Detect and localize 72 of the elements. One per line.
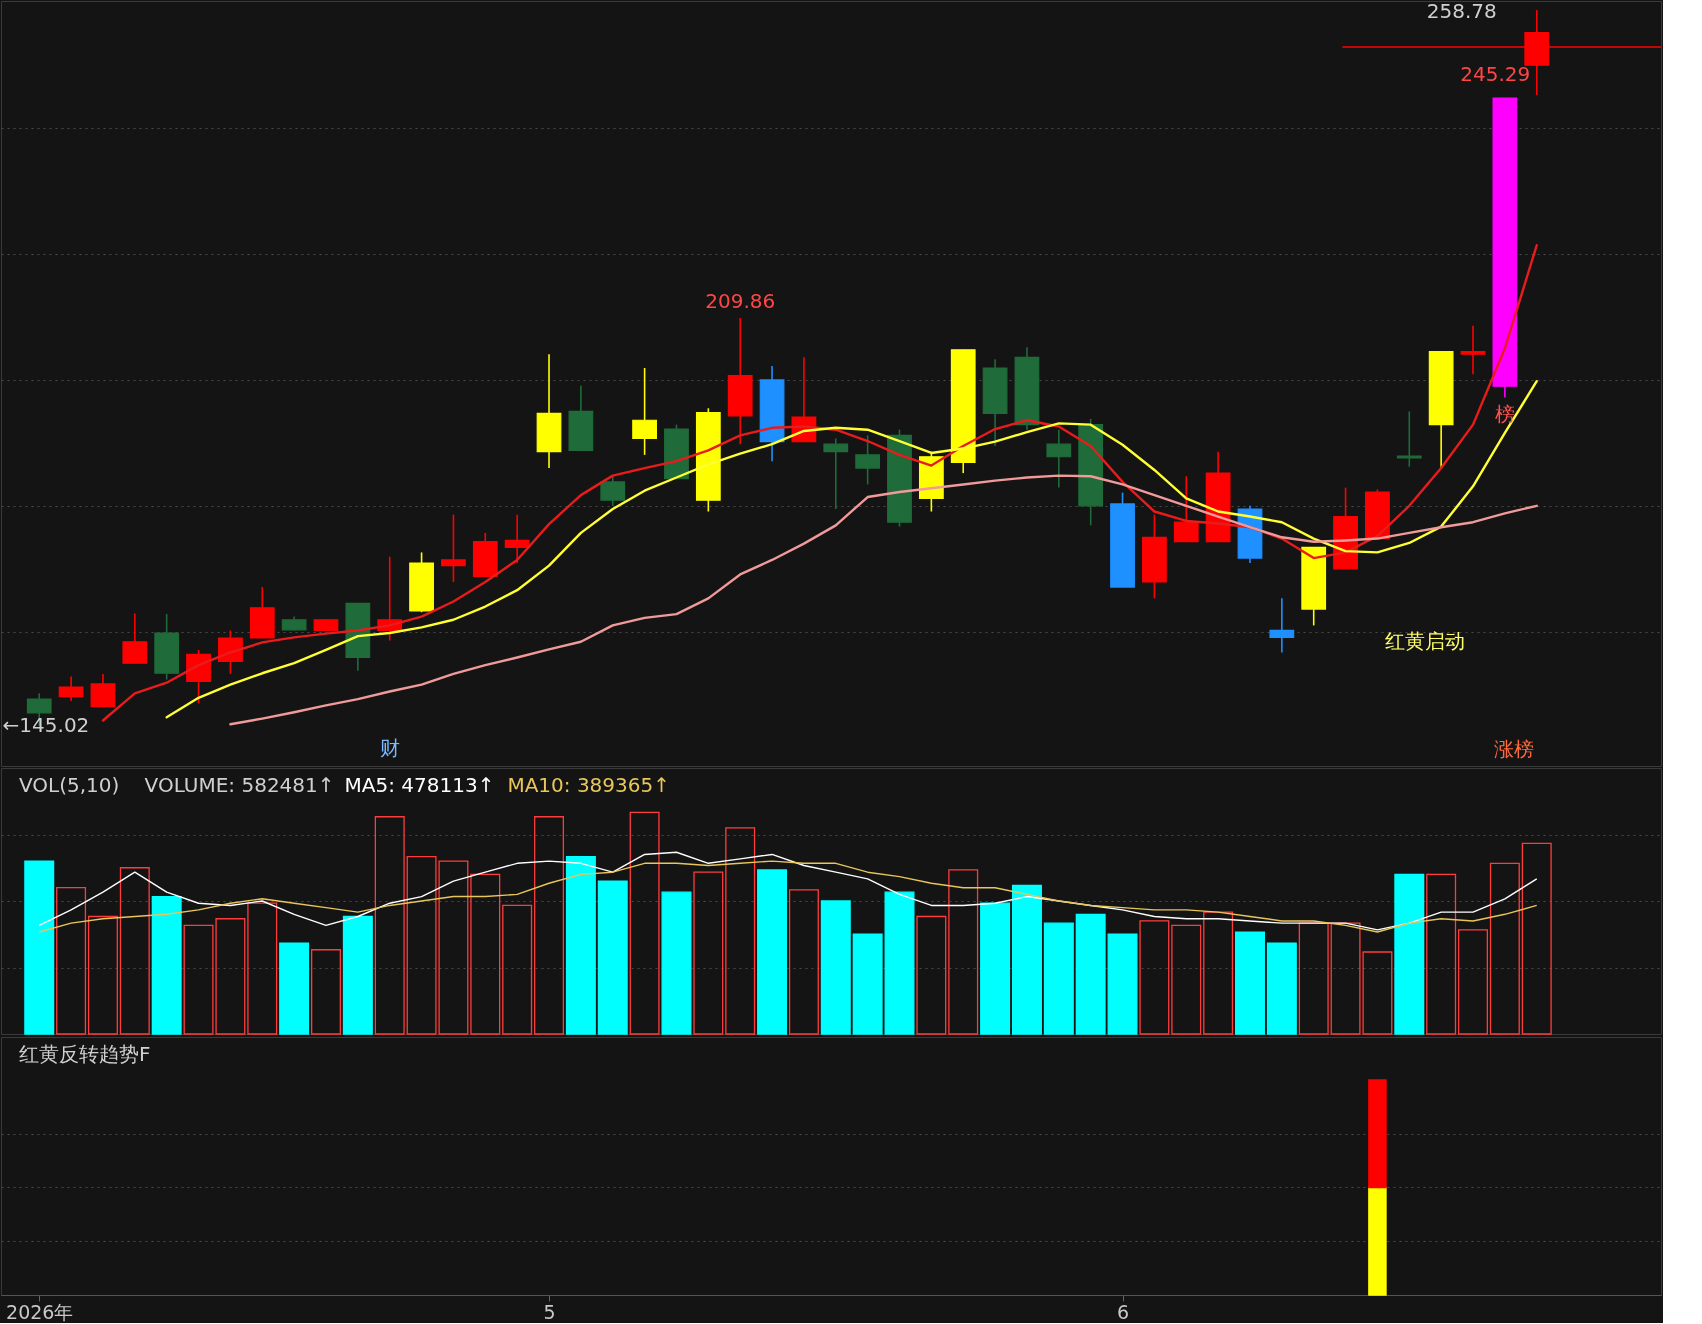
bar	[725, 827, 756, 1035]
candlestick	[823, 437, 849, 510]
bar	[1203, 911, 1234, 1035]
bar	[1107, 933, 1138, 1035]
annotation: ←145.02	[2, 713, 90, 737]
bar	[1011, 884, 1042, 1035]
text: VOLUME: 582481↑	[144, 773, 335, 797]
bar	[311, 949, 341, 1035]
candlestick	[632, 367, 657, 456]
bar	[948, 869, 979, 1035]
bar	[470, 873, 501, 1035]
annotation: 258.78	[1426, 0, 1497, 23]
bar	[1298, 922, 1329, 1035]
bar	[980, 902, 1011, 1035]
bar	[119, 867, 150, 1035]
bar	[1458, 929, 1488, 1035]
bar	[629, 811, 660, 1035]
candlestick	[1046, 428, 1072, 489]
text: 财	[379, 736, 400, 760]
bar	[1171, 924, 1202, 1035]
annotation: 红黄启动	[1385, 629, 1466, 653]
bar	[1521, 842, 1552, 1035]
candlestick	[504, 513, 530, 564]
x-tick-label: 2026年	[6, 1300, 74, 1323]
bar	[1394, 873, 1425, 1035]
x-tick-label: 5	[543, 1300, 556, 1323]
text: MA5: 478113↑	[344, 773, 495, 797]
bar	[1043, 922, 1074, 1035]
candlestick	[1460, 325, 1486, 376]
candlestick	[441, 513, 466, 583]
x-tick-label: 6	[1116, 1300, 1130, 1323]
annotation: 209.86	[705, 288, 776, 313]
bar	[247, 902, 278, 1035]
bar	[1266, 942, 1297, 1035]
candlestick	[90, 673, 116, 708]
bar	[56, 887, 87, 1035]
annotation: 榜	[1494, 402, 1515, 426]
bar	[342, 915, 373, 1035]
bar	[502, 904, 533, 1035]
bar	[852, 933, 883, 1035]
bar	[1139, 920, 1170, 1035]
bar	[1075, 913, 1106, 1035]
candlestick	[122, 612, 148, 664]
bar	[534, 816, 565, 1035]
candlestick	[1173, 475, 1199, 543]
bar	[757, 869, 788, 1035]
text: MA10: 389365↑	[507, 773, 670, 797]
bar	[24, 860, 55, 1035]
bar	[884, 891, 915, 1035]
bar	[1489, 862, 1520, 1035]
candlestick	[58, 675, 84, 702]
bar	[788, 889, 819, 1035]
candlestick	[855, 434, 881, 486]
bar	[597, 880, 628, 1035]
bar	[693, 871, 724, 1035]
bar	[661, 891, 692, 1035]
bar	[565, 856, 596, 1035]
bar	[916, 915, 947, 1035]
chart-title: VOL(5,10)	[19, 773, 120, 797]
annotation: 245.29	[1460, 61, 1531, 86]
candlestick	[1396, 410, 1422, 468]
bar	[279, 942, 310, 1035]
bar	[1234, 931, 1265, 1035]
bar	[374, 816, 405, 1035]
bar	[87, 915, 118, 1035]
bar	[151, 895, 182, 1035]
bar	[1426, 873, 1457, 1035]
bar	[820, 900, 851, 1035]
text: 涨榜	[1494, 737, 1535, 761]
candlestick	[1269, 597, 1295, 654]
chart-title: 红黄反转趋势F	[19, 1042, 151, 1066]
candlestick	[600, 475, 626, 507]
